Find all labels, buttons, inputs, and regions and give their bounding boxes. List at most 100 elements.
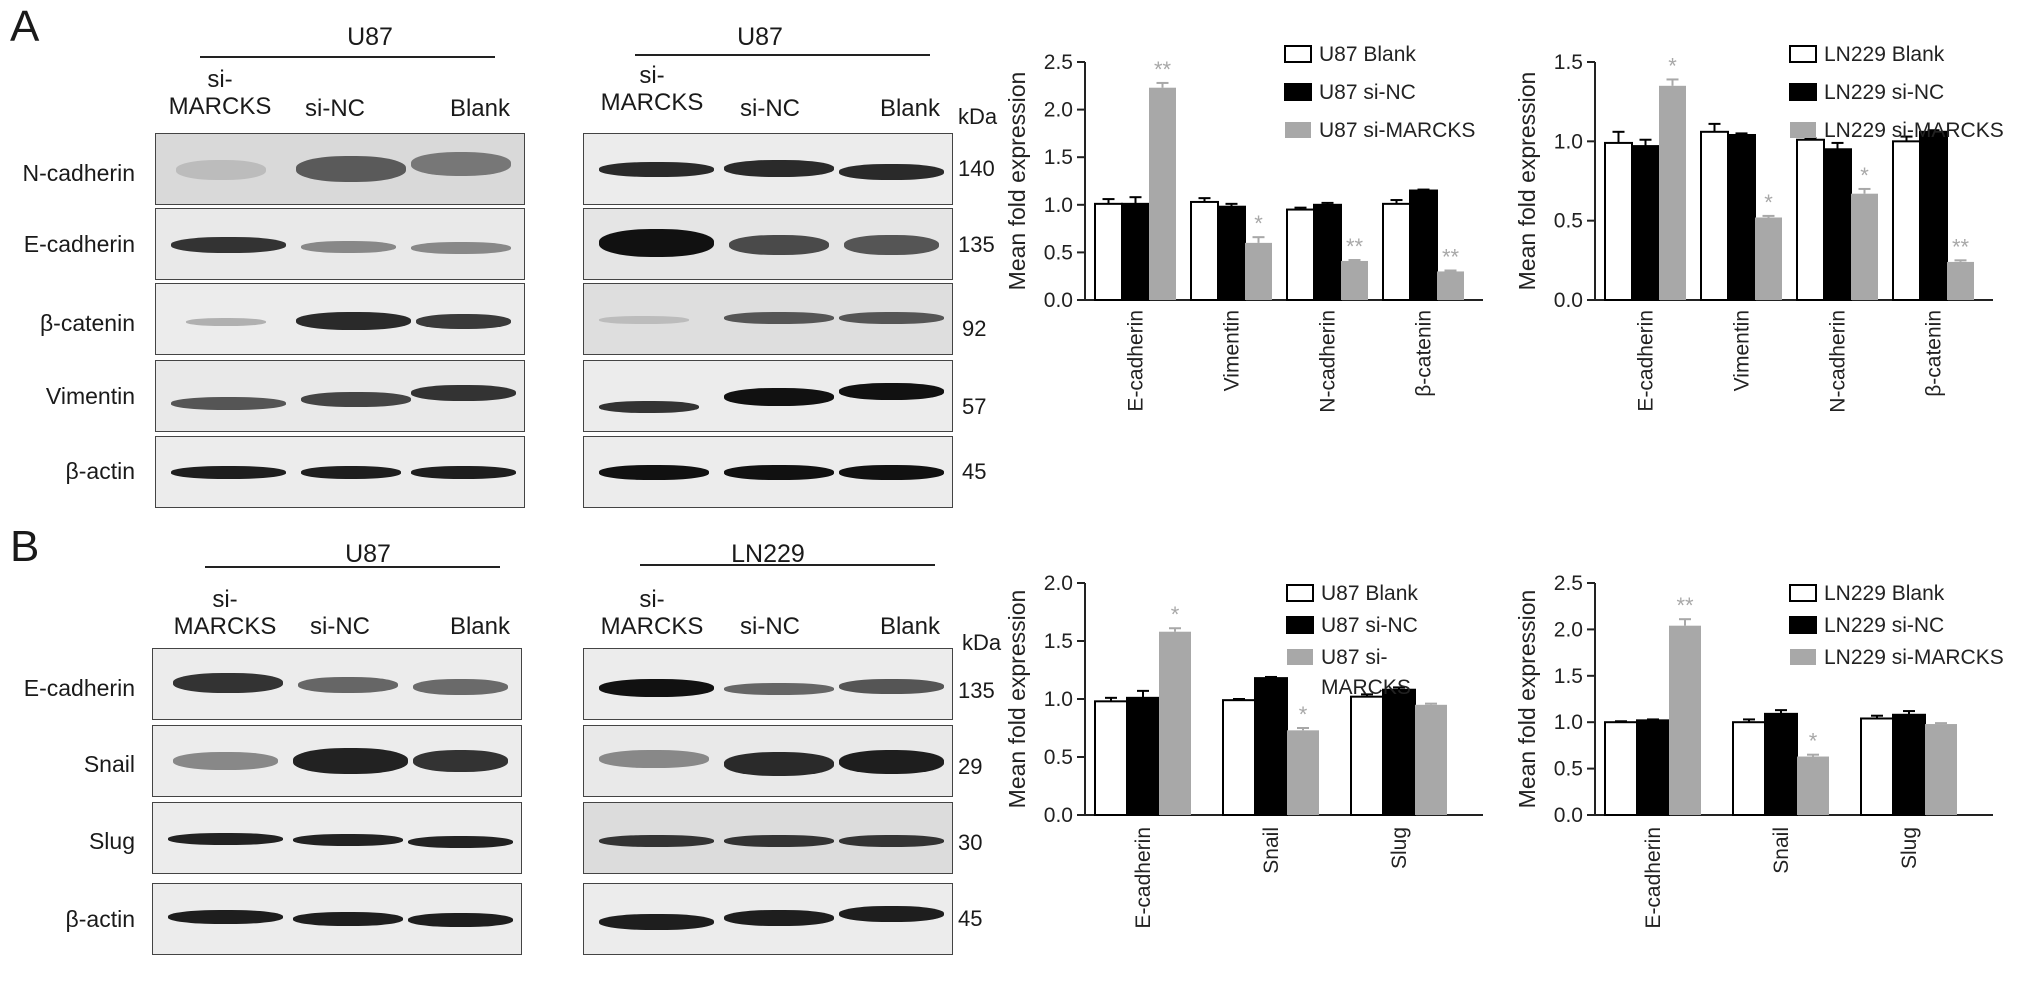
bar — [1727, 133, 1756, 301]
y-tick-label: 2.0 — [1044, 572, 1073, 595]
bar — [1094, 202, 1123, 302]
western-blot-strip — [583, 283, 953, 355]
bar — [1892, 140, 1921, 302]
x-tick-label: Vimentin — [1731, 310, 1754, 391]
legend-label-line: U87 si-MARCKS — [1319, 119, 1475, 142]
lane-label: Blank — [449, 613, 511, 640]
legend-swatch — [1789, 584, 1817, 602]
x-tick-label: E-cadherin — [1125, 310, 1148, 412]
western-blot-strip — [583, 360, 953, 432]
kda-marker: 57 — [962, 394, 987, 419]
y-tick-label: 2.5 — [1554, 572, 1583, 595]
y-tick-label: 0.5 — [1554, 210, 1583, 233]
lane-label: si-NC — [305, 95, 365, 122]
y-tick-label: 1.0 — [1044, 688, 1073, 711]
bar — [1892, 713, 1926, 816]
x-tick-label: Snail — [1770, 827, 1793, 874]
bar — [1149, 87, 1176, 300]
kda-marker: 140 — [958, 156, 995, 181]
cell-line-rule — [640, 564, 935, 566]
protein-label: E-cadherin — [23, 231, 135, 257]
x-tick-label: Slug — [1898, 827, 1921, 869]
bar-chart-ln229-emt: Mean fold expression 0.0 0.5 1.0 1.5 * E-cadhe… — [1514, 43, 2004, 413]
y-tick-label: 1.5 — [1554, 51, 1583, 74]
western-blot-strip — [583, 802, 953, 874]
kda-marker: 45 — [958, 906, 983, 931]
lane-label: si- MARCKS — [600, 586, 704, 640]
legend-swatch — [1285, 122, 1311, 138]
legend-label: U87 Blank — [1319, 43, 1416, 66]
protein-label: β-actin — [65, 906, 135, 932]
legend-label-line: U87 Blank — [1321, 582, 1418, 605]
significance-mark: * — [1171, 602, 1180, 627]
bar — [1732, 721, 1766, 816]
bar — [1350, 695, 1384, 816]
western-blot-strip — [583, 436, 953, 508]
bar — [1254, 677, 1288, 816]
bar — [1121, 202, 1150, 302]
y-axis-label: Mean fold expression — [1004, 72, 1030, 291]
x-tick-label: E-cadherin — [1642, 827, 1665, 929]
y-tick-label: 1.0 — [1554, 130, 1583, 153]
cell-line-title: LN229 — [731, 540, 805, 568]
bar — [1636, 719, 1670, 816]
bar — [1437, 271, 1464, 300]
significance-mark: ** — [1346, 234, 1364, 259]
y-tick-label: 1.0 — [1044, 194, 1073, 217]
lane-label: Blank — [879, 613, 941, 640]
lane-label: si-NC — [740, 95, 800, 122]
x-tick-label: β-catenin — [1923, 310, 1946, 397]
protein-label: β-catenin — [39, 310, 135, 336]
panel-letter-a: A — [10, 2, 40, 51]
cell-line-rule — [635, 54, 930, 56]
legend-label: U87 si-MARCKS — [1319, 119, 1475, 142]
y-tick-label: 1.0 — [1554, 711, 1583, 734]
legend-label: LN229 si-MARCKS — [1824, 646, 2004, 669]
cell-line-title: U87 — [347, 23, 393, 51]
lane-label: si- MARCKS — [600, 62, 704, 116]
x-tick-label: E-cadherin — [1132, 827, 1155, 929]
significance-mark: ** — [1154, 57, 1172, 82]
legend-label: U87 Blank — [1321, 582, 1418, 605]
x-tick-label: N-cadherin — [1827, 310, 1850, 413]
legend-swatch — [1284, 45, 1312, 63]
x-tick-label: β-catenin — [1413, 310, 1436, 397]
bar-chart-u87-snail: Mean fold expression 0.0 0.5 1.0 1.5 2.0 * E-ca… — [1004, 572, 1483, 929]
western-blot-strip — [152, 648, 522, 720]
legend-label-line: U87 Blank — [1319, 43, 1416, 66]
lane-label: si-NC — [310, 613, 370, 640]
legend-swatch — [1790, 649, 1816, 665]
protein-label: Slug — [88, 828, 135, 854]
lane-label: si-NC — [740, 613, 800, 640]
lane-label: Blank — [879, 95, 941, 122]
legend-swatch — [1287, 649, 1313, 665]
kda-title: kDa — [962, 630, 1002, 655]
legend-label-line: U87 si-NC — [1321, 614, 1418, 637]
bar — [1190, 200, 1219, 301]
lane-label: si- MARCKS — [173, 586, 277, 640]
y-tick-label: 2.0 — [1554, 618, 1583, 641]
legend-label: U87 si-NC — [1321, 614, 1418, 637]
legend-label-line: LN229 si-NC — [1824, 614, 1944, 637]
kda-marker: 45 — [962, 459, 987, 484]
western-blot-strip — [583, 648, 953, 720]
legend-swatch — [1789, 83, 1817, 101]
legend-label-line: U87 si- — [1321, 646, 1388, 669]
bar — [1700, 130, 1729, 301]
western-blot-strip — [583, 725, 953, 797]
kda-title: kDa — [958, 104, 998, 129]
y-tick-label: 1.5 — [1044, 146, 1073, 169]
western-blot-strip — [583, 883, 953, 955]
cell-line-title: U87 — [737, 23, 783, 51]
legend-label-line: MARCKS — [1321, 676, 1411, 699]
kda-marker: 29 — [958, 754, 983, 779]
legend-label: U87 si-NC — [1319, 81, 1416, 104]
y-tick-label: 0.5 — [1554, 758, 1583, 781]
bar — [1159, 631, 1191, 815]
bar — [1659, 85, 1686, 300]
bar — [1604, 141, 1633, 301]
y-tick-label: 2.0 — [1044, 99, 1073, 122]
y-axis-label: Mean fold expression — [1004, 590, 1030, 809]
protein-label: β-actin — [65, 458, 135, 484]
bar — [1409, 189, 1438, 302]
